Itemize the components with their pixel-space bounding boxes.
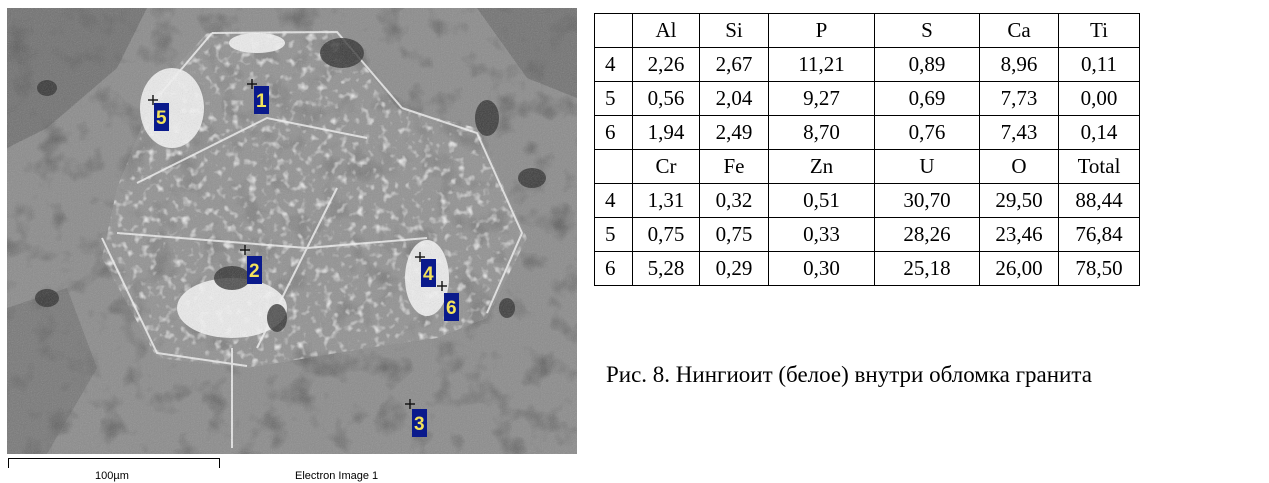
table-cell: 0,32 xyxy=(699,183,769,218)
table-cell: 7,73 xyxy=(979,81,1059,116)
table-row: 5 0,56 2,04 9,27 0,69 7,73 0,00 xyxy=(594,81,1140,116)
table-cell: 11,21 xyxy=(768,47,875,82)
table-cell: 2,67 xyxy=(699,47,769,82)
header-cell: U xyxy=(874,149,980,184)
table-cell: 2,26 xyxy=(632,47,700,82)
composition-table: Al Si P S Ca Ti 4 2,26 2,67 11,21 0,89 8… xyxy=(594,13,1140,286)
table-cell: 26,00 xyxy=(979,251,1059,286)
table-cell: 2,49 xyxy=(699,115,769,150)
table-cell: 0,30 xyxy=(768,251,875,286)
svg-text:6: 6 xyxy=(446,298,457,319)
table-cell: 8,70 xyxy=(768,115,875,150)
marker-4: 4 xyxy=(415,252,436,287)
table-cell: 0,75 xyxy=(699,217,769,252)
table-cell: 8,96 xyxy=(979,47,1059,82)
table-cell: 25,18 xyxy=(874,251,980,286)
table-cell: 4 xyxy=(594,47,633,82)
table-cell: 0,51 xyxy=(768,183,875,218)
table-cell: 0,69 xyxy=(874,81,980,116)
svg-text:4: 4 xyxy=(423,264,434,285)
table-cell: 88,44 xyxy=(1058,183,1140,218)
header-cell: Total xyxy=(1058,149,1140,184)
table-row: 6 1,94 2,49 8,70 0,76 7,43 0,14 xyxy=(594,115,1140,150)
table-cell: 6 xyxy=(594,251,633,286)
marker-2: 2 xyxy=(240,245,262,284)
table-cell: 5 xyxy=(594,217,633,252)
svg-text:3: 3 xyxy=(414,414,425,435)
header-cell xyxy=(594,149,633,184)
header-cell: Al xyxy=(632,13,700,48)
svg-text:2: 2 xyxy=(249,261,260,282)
marker-5: 5 xyxy=(148,95,169,131)
image-label: Electron Image 1 xyxy=(295,470,379,482)
table-cell: 0,89 xyxy=(874,47,980,82)
header-cell: Ca xyxy=(979,13,1059,48)
marker-6: 6 xyxy=(437,281,459,321)
table-cell: 6 xyxy=(594,115,633,150)
table-cell: 0,75 xyxy=(632,217,700,252)
marker-1: 1 xyxy=(247,79,269,114)
header-cell: P xyxy=(768,13,875,48)
table-cell: 4 xyxy=(594,183,633,218)
header-cell: Zn xyxy=(768,149,875,184)
table-cell: 0,29 xyxy=(699,251,769,286)
table-row: 5 0,75 0,75 0,33 28,26 23,46 76,84 xyxy=(594,217,1140,252)
scale-label: 100µm xyxy=(95,470,129,482)
figure-caption: Рис. 8. Нингиоит (белое) внутри обломка … xyxy=(606,362,1092,387)
table-row: 4 1,31 0,32 0,51 30,70 29,50 88,44 xyxy=(594,183,1140,218)
table-cell: 1,31 xyxy=(632,183,700,218)
table-cell: 29,50 xyxy=(979,183,1059,218)
header-cell: Fe xyxy=(699,149,769,184)
table-cell: 0,11 xyxy=(1058,47,1140,82)
table-cell: 0,00 xyxy=(1058,81,1140,116)
table-cell: 23,46 xyxy=(979,217,1059,252)
table-cell: 1,94 xyxy=(632,115,700,150)
header-cell: S xyxy=(874,13,980,48)
scale-bar xyxy=(8,458,220,468)
table-cell: 0,76 xyxy=(874,115,980,150)
table-cell: 5 xyxy=(594,81,633,116)
header-cell xyxy=(594,13,633,48)
marker-3: 3 xyxy=(405,399,427,437)
table-row: 6 5,28 0,29 0,30 25,18 26,00 78,50 xyxy=(594,251,1140,286)
table-cell: 30,70 xyxy=(874,183,980,218)
header-cell: O xyxy=(979,149,1059,184)
header-cell: Cr xyxy=(632,149,700,184)
header-cell: Ti xyxy=(1058,13,1140,48)
table-cell: 5,28 xyxy=(632,251,700,286)
table-row: 4 2,26 2,67 11,21 0,89 8,96 0,11 xyxy=(594,47,1140,82)
svg-text:5: 5 xyxy=(156,108,167,129)
table-cell: 0,33 xyxy=(768,217,875,252)
table-header-row: Cr Fe Zn U O Total xyxy=(594,149,1140,184)
table-cell: 0,14 xyxy=(1058,115,1140,150)
electron-micrograph: 1 2 3 4 5 6 xyxy=(7,8,577,454)
table-cell: 78,50 xyxy=(1058,251,1140,286)
table-cell: 28,26 xyxy=(874,217,980,252)
table-cell: 0,56 xyxy=(632,81,700,116)
table-cell: 7,43 xyxy=(979,115,1059,150)
table-cell: 2,04 xyxy=(699,81,769,116)
table-cell: 9,27 xyxy=(768,81,875,116)
svg-text:1: 1 xyxy=(256,91,267,112)
table-cell: 76,84 xyxy=(1058,217,1140,252)
table-header-row: Al Si P S Ca Ti xyxy=(594,13,1140,48)
header-cell: Si xyxy=(699,13,769,48)
